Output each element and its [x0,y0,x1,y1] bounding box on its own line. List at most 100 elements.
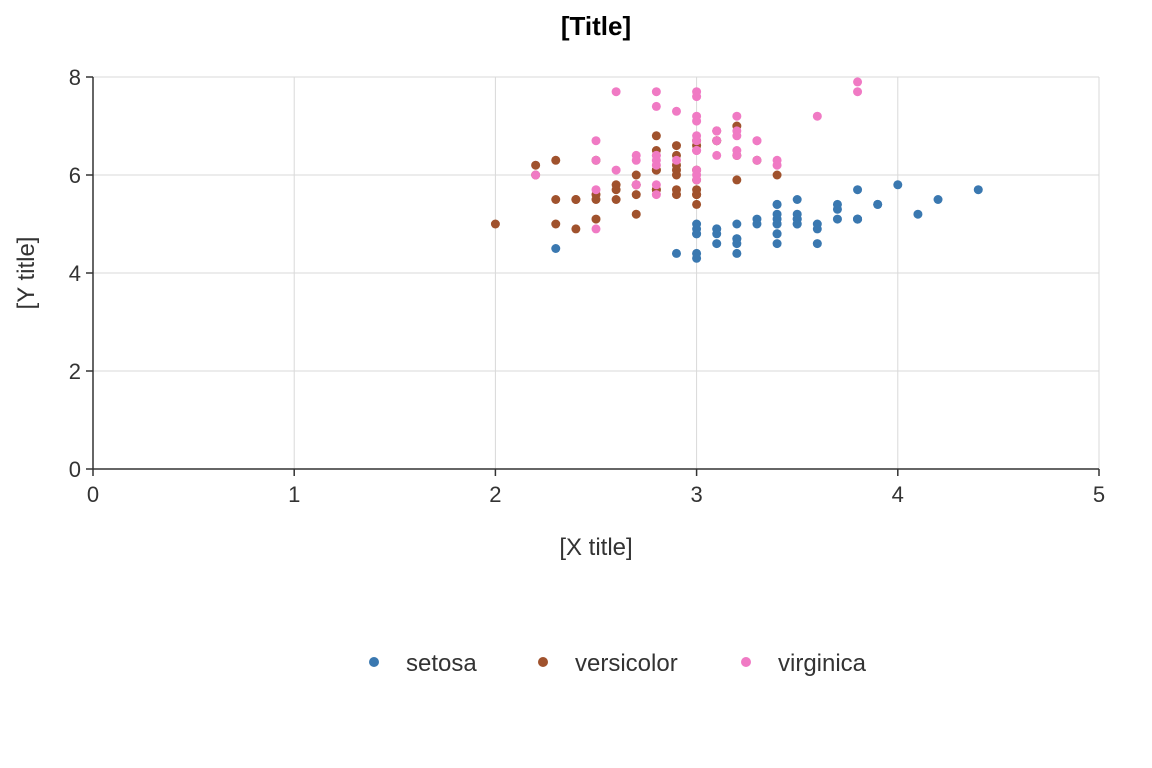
x-tick-label: 5 [1093,482,1105,507]
data-point-setosa [933,195,943,204]
y-tick-label: 6 [69,163,81,188]
data-point-setosa [853,185,863,195]
data-point-virginica [591,185,601,195]
data-point-versicolor [591,214,601,224]
legend-marker [741,657,751,667]
data-point-virginica [853,87,863,97]
data-point-setosa [973,185,983,195]
y-tick-label: 4 [69,261,81,286]
data-point-setosa [893,180,903,190]
legend-item-setosa: setosa [369,650,477,677]
data-point-virginica [611,165,621,175]
y-tick-label: 2 [69,359,81,384]
x-tick-label: 2 [489,482,501,507]
data-point-setosa [712,224,722,234]
data-point-versicolor [772,170,782,180]
data-point-setosa [913,209,923,219]
data-point-virginica [531,170,541,180]
data-point-setosa [692,229,702,239]
data-point-virginica [712,126,722,136]
data-point-setosa [792,209,802,219]
data-point-virginica [651,155,661,165]
legend-label: setosa [406,650,477,677]
data-point-setosa [772,214,782,224]
data-point-setosa [792,219,802,229]
data-point-versicolor [571,224,581,234]
data-point-versicolor [611,180,621,190]
series-virginica [531,77,863,234]
data-point-setosa [712,239,722,249]
data-point-virginica [812,111,822,121]
data-point-setosa [732,239,742,249]
data-point-virginica [692,175,702,185]
legend: setosa versicolor virginica [369,650,867,677]
data-point-virginica [611,87,621,97]
data-point-versicolor [490,219,500,229]
axis-layer: 0 1 2 3 4 5 0 2 4 6 8 [69,65,1105,507]
data-point-virginica [732,131,742,141]
y-tick-label: 8 [69,65,81,90]
legend-item-virginica: virginica [741,650,867,677]
x-tick-label: 0 [87,482,99,507]
data-point-versicolor [611,195,621,204]
data-point-setosa [692,219,702,229]
legend-marker [369,657,379,667]
data-point-virginica [752,136,762,146]
data-point-setosa [732,248,742,258]
x-tick-label: 1 [288,482,300,507]
data-point-virginica [692,136,702,146]
data-point-virginica [853,77,863,87]
data-point-virginica [591,155,601,165]
data-point-virginica [651,190,661,200]
data-point-versicolor [551,219,561,229]
data-point-virginica [732,150,742,160]
data-point-setosa [732,219,742,229]
data-point-versicolor [571,195,581,204]
x-tick-label: 3 [690,482,702,507]
data-point-virginica [631,180,641,190]
data-point-virginica [752,155,762,165]
y-tick-label: 0 [69,457,81,482]
data-point-versicolor [591,195,601,204]
legend-label: versicolor [575,650,678,677]
data-point-virginica [671,155,681,165]
data-point-virginica [692,111,702,121]
data-point-setosa [812,239,822,249]
data-point-virginica [651,101,661,111]
data-point-versicolor [692,199,702,209]
data-point-versicolor [631,170,641,180]
data-point-virginica [772,160,782,170]
data-point-virginica [591,136,601,146]
data-point-setosa [792,195,802,204]
data-point-virginica [591,224,601,234]
data-point-versicolor [551,155,561,165]
points-layer [490,77,983,263]
data-point-versicolor [671,185,681,195]
data-point-virginica [732,111,742,121]
data-point-virginica [671,106,681,116]
data-point-versicolor [631,209,641,219]
data-point-virginica [651,180,661,190]
data-point-setosa [551,244,561,253]
x-tick-label: 4 [892,482,904,507]
data-point-setosa [772,199,782,209]
data-point-setosa [692,248,702,258]
data-point-virginica [692,146,702,155]
data-point-versicolor [671,170,681,180]
data-point-versicolor [651,131,661,141]
chart-title: [Title] [561,11,631,41]
data-point-virginica [712,150,722,160]
y-axis-title: [Y title] [13,237,40,310]
legend-item-versicolor: versicolor [538,650,678,677]
data-point-versicolor [551,195,561,204]
data-point-versicolor [531,160,541,170]
data-point-versicolor [631,190,641,200]
data-point-setosa [873,199,883,209]
data-point-virginica [631,155,641,165]
data-point-versicolor [732,175,742,185]
legend-marker [538,657,548,667]
data-point-virginica [651,87,661,97]
data-point-setosa [772,229,782,239]
